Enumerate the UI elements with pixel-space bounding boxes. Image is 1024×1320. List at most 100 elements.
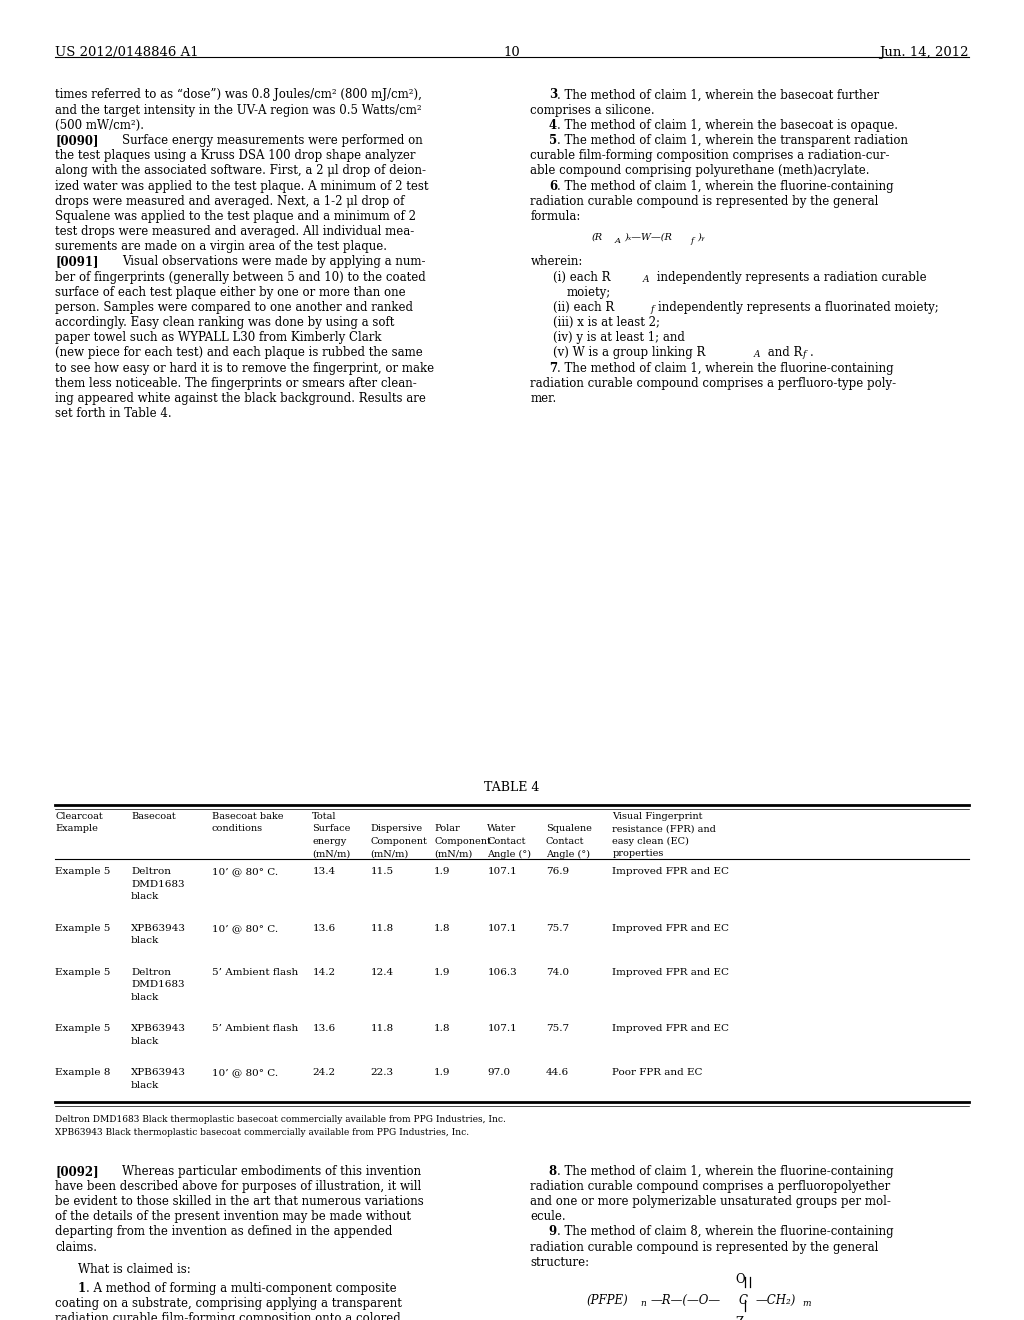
Text: Squalene: Squalene <box>546 824 592 833</box>
Text: 1.9: 1.9 <box>434 867 451 876</box>
Text: Example: Example <box>55 824 98 833</box>
Text: 75.7: 75.7 <box>546 1024 569 1034</box>
Text: ing appeared white against the black background. Results are: ing appeared white against the black bac… <box>55 392 426 405</box>
Text: . A method of forming a multi-component composite: . A method of forming a multi-component … <box>86 1282 396 1295</box>
Text: Visual Fingerprint: Visual Fingerprint <box>612 812 702 821</box>
Text: ecule.: ecule. <box>530 1210 566 1224</box>
Text: claims.: claims. <box>55 1241 97 1254</box>
Text: properties: properties <box>612 850 664 858</box>
Text: have been described above for purposes of illustration, it will: have been described above for purposes o… <box>55 1180 422 1193</box>
Text: (new piece for each test) and each plaque is rubbed the same: (new piece for each test) and each plaqu… <box>55 346 423 359</box>
Text: (PFPE): (PFPE) <box>587 1294 629 1307</box>
Text: formula:: formula: <box>530 210 581 223</box>
Text: . The method of claim 8, wherein the fluorine-containing: . The method of claim 8, wherein the flu… <box>557 1225 894 1238</box>
Text: O: O <box>735 1272 744 1286</box>
Text: the test plaques using a Kruss DSA 100 drop shape analyzer: the test plaques using a Kruss DSA 100 d… <box>55 149 416 162</box>
Text: Improved FPR and EC: Improved FPR and EC <box>612 867 729 876</box>
Text: surements are made on a virgin area of the test plaque.: surements are made on a virgin area of t… <box>55 240 387 253</box>
Text: able compound comprising polyurethane (meth)acrylate.: able compound comprising polyurethane (m… <box>530 164 870 177</box>
Text: 1.9: 1.9 <box>434 1068 451 1077</box>
Text: 1.8: 1.8 <box>434 1024 451 1034</box>
Text: 1: 1 <box>78 1282 86 1295</box>
Text: Whereas particular embodiments of this invention: Whereas particular embodiments of this i… <box>122 1164 421 1177</box>
Text: Basecoat bake: Basecoat bake <box>212 812 284 821</box>
Text: of the details of the present invention may be made without: of the details of the present invention … <box>55 1210 412 1224</box>
Text: black: black <box>131 936 160 945</box>
Text: 14.2: 14.2 <box>312 968 336 977</box>
Text: US 2012/0148846 A1: US 2012/0148846 A1 <box>55 46 199 59</box>
Text: 11.5: 11.5 <box>371 867 394 876</box>
Text: Example 5: Example 5 <box>55 924 111 933</box>
Text: f: f <box>690 236 693 244</box>
Text: person. Samples were compared to one another and ranked: person. Samples were compared to one ano… <box>55 301 414 314</box>
Text: be evident to those skilled in the art that numerous variations: be evident to those skilled in the art t… <box>55 1195 424 1208</box>
Text: surface of each test plaque either by one or more than one: surface of each test plaque either by on… <box>55 285 406 298</box>
Text: 10: 10 <box>504 46 520 59</box>
Text: drops were measured and averaged. Next, a 1-2 μl drop of: drops were measured and averaged. Next, … <box>55 194 404 207</box>
Text: Surface energy measurements were performed on: Surface energy measurements were perform… <box>122 133 423 147</box>
Text: n: n <box>640 1299 646 1308</box>
Text: 8: 8 <box>549 1164 557 1177</box>
Text: wherein:: wherein: <box>530 255 583 268</box>
Text: 97.0: 97.0 <box>487 1068 511 1077</box>
Text: 3: 3 <box>549 88 557 102</box>
Text: (mN/m): (mN/m) <box>434 850 472 858</box>
Text: moiety;: moiety; <box>566 285 610 298</box>
Text: f: f <box>650 305 653 314</box>
Text: Squalene was applied to the test plaque and a minimum of 2: Squalene was applied to the test plaque … <box>55 210 417 223</box>
Text: 1.9: 1.9 <box>434 968 451 977</box>
Text: A: A <box>754 350 760 359</box>
Text: Example 5: Example 5 <box>55 867 111 876</box>
Text: . The method of claim 1, wherein the transparent radiation: . The method of claim 1, wherein the tra… <box>557 133 908 147</box>
Text: resistance (FPR) and: resistance (FPR) and <box>612 824 716 833</box>
Text: them less noticeable. The fingerprints or smears after clean-: them less noticeable. The fingerprints o… <box>55 376 417 389</box>
Text: black: black <box>131 993 160 1002</box>
Text: 4: 4 <box>549 119 557 132</box>
Text: 11.8: 11.8 <box>371 1024 394 1034</box>
Text: (iv) y is at least 1; and: (iv) y is at least 1; and <box>553 331 685 345</box>
Text: Water: Water <box>487 824 517 833</box>
Text: Basecoat: Basecoat <box>131 812 176 821</box>
Text: 13.6: 13.6 <box>312 1024 336 1034</box>
Text: radiation curable compound comprises a perfluoropolyether: radiation curable compound comprises a p… <box>530 1180 891 1193</box>
Text: ized water was applied to the test plaque. A minimum of 2 test: ized water was applied to the test plaqu… <box>55 180 429 193</box>
Text: independently represents a radiation curable: independently represents a radiation cur… <box>653 271 927 284</box>
Text: 24.2: 24.2 <box>312 1068 336 1077</box>
Text: m: m <box>803 1299 811 1308</box>
Text: Polar: Polar <box>434 824 460 833</box>
Text: DMD1683: DMD1683 <box>131 981 184 989</box>
Text: 12.4: 12.4 <box>371 968 394 977</box>
Text: 6: 6 <box>549 180 557 193</box>
Text: 75.7: 75.7 <box>546 924 569 933</box>
Text: 107.1: 107.1 <box>487 1024 517 1034</box>
Text: 9: 9 <box>549 1225 557 1238</box>
Text: Dispersive: Dispersive <box>371 824 423 833</box>
Text: curable film-forming composition comprises a radiation-cur-: curable film-forming composition compris… <box>530 149 890 162</box>
Text: [0090]: [0090] <box>55 133 98 147</box>
Text: (mN/m): (mN/m) <box>371 850 409 858</box>
Text: (mN/m): (mN/m) <box>312 850 350 858</box>
Text: Component: Component <box>434 837 492 846</box>
Text: black: black <box>131 1081 160 1089</box>
Text: along with the associated software. First, a 2 μl drop of deion-: along with the associated software. Firs… <box>55 164 426 177</box>
Text: (i) each R: (i) each R <box>553 271 610 284</box>
Text: 22.3: 22.3 <box>371 1068 394 1077</box>
Text: and the target intensity in the UV-A region was 0.5 Watts/cm²: and the target intensity in the UV-A reg… <box>55 103 422 116</box>
Text: (ii) each R: (ii) each R <box>553 301 614 314</box>
Text: 11.8: 11.8 <box>371 924 394 933</box>
Text: Visual observations were made by applying a num-: Visual observations were made by applyin… <box>122 255 425 268</box>
Text: . The method of claim 1, wherein the fluorine-containing: . The method of claim 1, wherein the flu… <box>557 180 894 193</box>
Text: 10’ @ 80° C.: 10’ @ 80° C. <box>212 924 279 933</box>
Text: black: black <box>131 892 160 902</box>
Text: and R: and R <box>764 346 802 359</box>
Text: set forth in Table 4.: set forth in Table 4. <box>55 407 172 420</box>
Text: —R—(—O—: —R—(—O— <box>650 1294 720 1307</box>
Text: Contact: Contact <box>546 837 585 846</box>
Text: . The method of claim 1, wherein the basecoat is opaque.: . The method of claim 1, wherein the bas… <box>557 119 898 132</box>
Text: radiation curable compound is represented by the general: radiation curable compound is represente… <box>530 1241 879 1254</box>
Text: easy clean (EC): easy clean (EC) <box>612 837 689 846</box>
Text: Angle (°): Angle (°) <box>546 850 590 858</box>
Text: 107.1: 107.1 <box>487 924 517 933</box>
Text: Clearcoat: Clearcoat <box>55 812 103 821</box>
Text: Component: Component <box>371 837 428 846</box>
